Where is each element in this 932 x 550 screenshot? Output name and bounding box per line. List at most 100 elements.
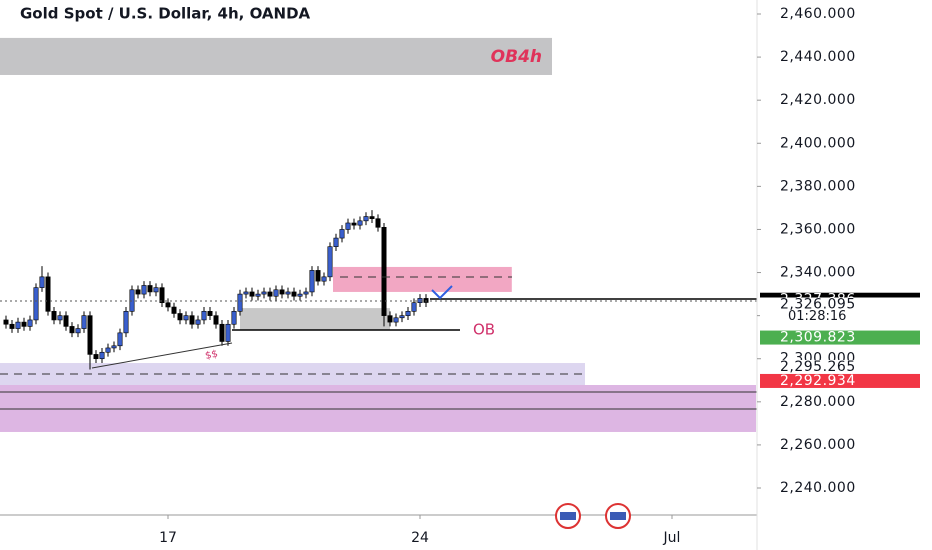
candle-body — [57, 315, 63, 321]
candle-body — [219, 323, 225, 342]
candle-body — [81, 315, 87, 329]
candle-body — [249, 291, 255, 297]
candle-body — [33, 287, 39, 321]
candle-body — [171, 306, 177, 314]
candle-body — [303, 291, 309, 295]
candle-body — [351, 222, 357, 226]
candle-body — [309, 270, 315, 293]
candle-body — [21, 321, 27, 327]
candle-body — [177, 313, 183, 321]
candle-body — [63, 315, 69, 327]
annotation: OB — [473, 321, 495, 339]
candle-body — [147, 285, 153, 293]
y-tick-label: 2,360.000 — [780, 221, 856, 237]
candle-body — [279, 289, 285, 295]
candle-body — [369, 216, 375, 219]
y-tick-label: 2,340.000 — [780, 265, 856, 281]
candle-body — [45, 276, 51, 312]
candle-body — [207, 311, 213, 316]
candle-body — [39, 276, 45, 288]
candle-body — [267, 291, 273, 297]
zone — [0, 385, 756, 432]
candle-body — [9, 323, 15, 329]
candle-body — [153, 287, 159, 293]
candle-body — [405, 311, 411, 316]
y-tick-label: 2,380.000 — [780, 178, 856, 194]
y-tick-label: 2,440.000 — [780, 49, 856, 65]
candle-body — [183, 315, 189, 321]
price-label: 2,326.095 — [780, 297, 856, 313]
zone — [0, 363, 585, 386]
price-label-box — [760, 359, 920, 374]
candle-body — [141, 285, 147, 295]
candle-body — [69, 326, 75, 334]
trend-line — [91, 342, 233, 369]
candle-body — [345, 222, 351, 230]
candle-body — [315, 270, 321, 282]
candle-body — [231, 311, 237, 325]
candle-body — [225, 323, 231, 342]
y-tick-label: 2,460.000 — [780, 6, 856, 22]
price-label: 2,309.823 — [780, 330, 856, 346]
chart-title: Gold Spot / U.S. Dollar, 4h, OANDA — [20, 5, 311, 23]
candle-body — [399, 315, 405, 319]
annotation: $$ — [204, 349, 219, 362]
check-mark — [431, 285, 453, 300]
y-tick-label: 2,260.000 — [780, 437, 856, 453]
candle-body — [333, 237, 339, 247]
candle-body — [201, 311, 207, 321]
candle-body — [243, 291, 249, 295]
x-tick-label: 17 — [159, 530, 177, 546]
candle-body — [297, 293, 303, 297]
y-tick-label: 2,400.000 — [780, 135, 856, 151]
candle-body — [381, 227, 387, 316]
candle-body — [195, 319, 201, 325]
zones — [0, 37, 756, 432]
candle-body — [213, 315, 219, 325]
candle-body — [117, 332, 123, 347]
flag-icon — [610, 512, 626, 520]
candle-body — [393, 317, 399, 323]
price-label: 2,292.934 — [780, 373, 856, 389]
price-label-box — [760, 330, 920, 345]
candle-body — [165, 302, 171, 308]
candle-body — [237, 293, 243, 312]
y-tick-label: 2,240.000 — [780, 480, 856, 496]
candle-body — [51, 311, 57, 321]
annotation: OB4h — [491, 47, 542, 67]
price-label: 2,295.265 — [780, 359, 856, 375]
candle-body — [15, 321, 21, 329]
candle-body — [387, 315, 393, 323]
candle-body — [339, 229, 345, 239]
candle-body — [285, 291, 291, 295]
candle-body — [273, 289, 279, 297]
candle-body — [105, 347, 111, 353]
candle-body — [291, 291, 297, 297]
zone — [240, 308, 390, 331]
candle-body — [159, 287, 165, 304]
candle-body — [255, 293, 261, 297]
candle-body — [93, 354, 99, 360]
candle-body — [357, 220, 363, 226]
price-label-box — [760, 297, 920, 324]
candle-body — [75, 328, 81, 334]
candle-body — [111, 345, 117, 349]
y-tick-label: 2,420.000 — [780, 92, 856, 108]
candle-body — [189, 315, 195, 325]
candle-body — [99, 351, 105, 360]
candle-body — [27, 319, 33, 327]
flag-icons — [555, 503, 631, 529]
candle-body — [3, 319, 9, 325]
x-tick-label: Jul — [663, 530, 681, 546]
candle-body — [261, 291, 267, 295]
price-label-box — [760, 373, 920, 388]
candles — [3, 210, 429, 370]
candle-body — [123, 311, 129, 334]
countdown: 01:28:16 — [788, 309, 846, 324]
candle-body — [327, 246, 333, 278]
candle-body — [321, 276, 327, 282]
candle-body — [87, 315, 93, 355]
candle-body — [423, 298, 429, 303]
zone — [0, 37, 552, 75]
